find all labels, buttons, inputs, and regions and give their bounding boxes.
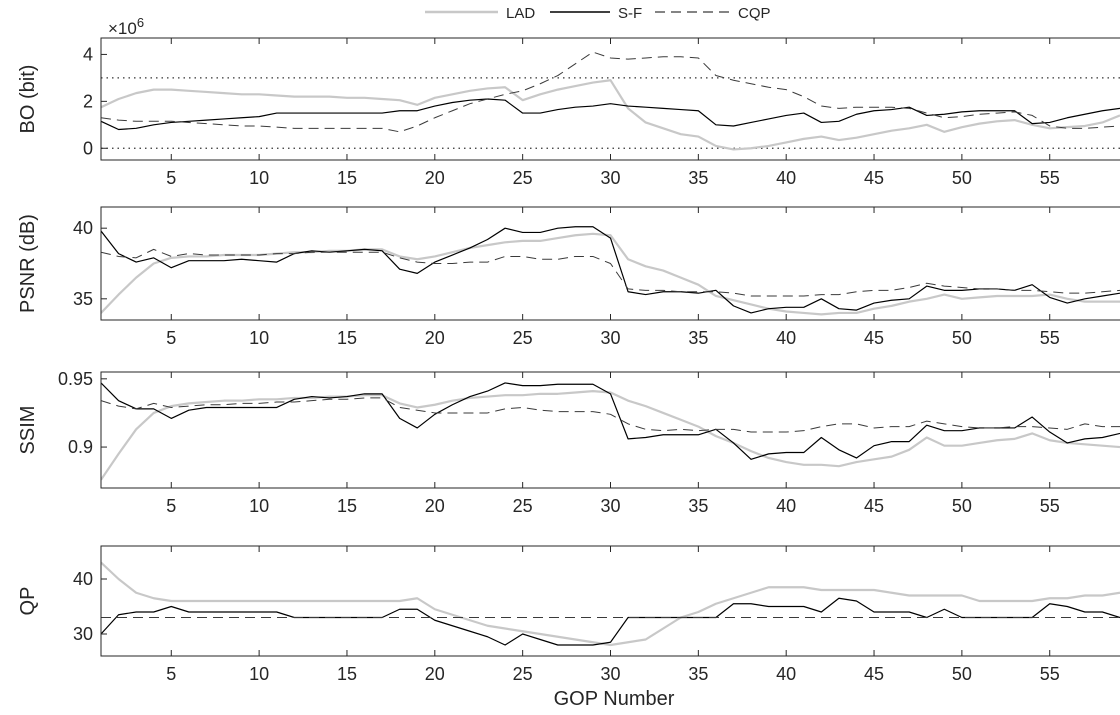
x-tick-label: 50 bbox=[952, 496, 972, 516]
series-line-cqp bbox=[101, 397, 1120, 433]
series-line-lad bbox=[101, 232, 1120, 316]
y-tick-label: 2 bbox=[83, 91, 93, 111]
x-tick-label: 15 bbox=[337, 328, 357, 348]
x-tick-label: 50 bbox=[952, 168, 972, 188]
x-tick-label: 15 bbox=[337, 496, 357, 516]
legend: LAD S-F CQP bbox=[425, 5, 771, 22]
x-tick-label: 10 bbox=[249, 328, 269, 348]
x-tick-label: 40 bbox=[776, 328, 796, 348]
y-tick-label: 40 bbox=[73, 569, 93, 589]
x-tick-label: 35 bbox=[688, 664, 708, 684]
series-line-cqp bbox=[101, 51, 1120, 133]
x-tick-label: 15 bbox=[337, 168, 357, 188]
x-tick-label: 25 bbox=[513, 664, 533, 684]
legend-item-cqp: CQP bbox=[655, 5, 771, 22]
y-axis-label: BO (bit) bbox=[17, 65, 39, 134]
x-tick-label: 45 bbox=[864, 328, 884, 348]
y-exponent-power: 6 bbox=[137, 15, 144, 30]
x-tick-label: 35 bbox=[688, 496, 708, 516]
plot-frame bbox=[100, 545, 1120, 657]
series-group bbox=[101, 561, 1120, 647]
plot-frame bbox=[100, 37, 1120, 161]
x-tick-label: 25 bbox=[513, 496, 533, 516]
panel-1: 5 10 15 20 25 30 35 40 45 50 55 0 2 4 BO (bit) ×106 bbox=[17, 15, 1120, 188]
x-tick-label: 10 bbox=[249, 664, 269, 684]
y-tick-label: 4 bbox=[83, 44, 93, 64]
y-tick-label: 35 bbox=[73, 289, 93, 309]
x-tick-label: 55 bbox=[1040, 328, 1060, 348]
plot-frame bbox=[100, 371, 1120, 489]
series-line-lad bbox=[101, 79, 1120, 151]
x-tick-label: 20 bbox=[425, 496, 445, 516]
panel-4: 5 10 15 20 25 30 35 40 45 50 55 30 40 QP GOP Number bbox=[17, 545, 1120, 710]
series-line-s-f bbox=[101, 382, 1120, 460]
x-tick-label: 25 bbox=[513, 328, 533, 348]
legend-label: CQP bbox=[738, 5, 771, 22]
series-line-s-f bbox=[101, 98, 1120, 131]
x-tick-label: 30 bbox=[600, 328, 620, 348]
panel-2: 5 10 15 20 25 30 35 40 45 50 55 35 40 PSNR (dB) bbox=[17, 206, 1120, 348]
x-tick-label: 15 bbox=[337, 664, 357, 684]
x-tick-label: 50 bbox=[952, 328, 972, 348]
x-tick-label: 55 bbox=[1040, 664, 1060, 684]
x-tick-label: 5 bbox=[166, 664, 176, 684]
plot-frame bbox=[100, 206, 1120, 321]
x-tick-label: 55 bbox=[1040, 168, 1060, 188]
x-tick-label: 45 bbox=[864, 168, 884, 188]
x-tick-label: 50 bbox=[952, 664, 972, 684]
y-exponent-label: ×106 bbox=[108, 15, 144, 38]
y-tick-label: 0.95 bbox=[58, 369, 93, 389]
series-group bbox=[101, 226, 1120, 316]
series-line-s-f bbox=[101, 597, 1120, 646]
series-line-lad bbox=[101, 561, 1120, 647]
x-tick-label: 20 bbox=[425, 328, 445, 348]
x-tick-label: 10 bbox=[249, 168, 269, 188]
panel-3: 5 10 15 20 25 30 35 40 45 50 55 0.9 0.95 SSIM bbox=[17, 369, 1120, 516]
series-group bbox=[101, 382, 1120, 481]
series-line-cqp bbox=[101, 248, 1120, 297]
x-tick-label: 25 bbox=[513, 168, 533, 188]
x-tick-label: 35 bbox=[688, 328, 708, 348]
legend-label: LAD bbox=[506, 5, 535, 22]
y-axis-label: PSNR (dB) bbox=[17, 214, 39, 313]
x-axis-label: GOP Number bbox=[554, 688, 675, 710]
x-tick-label: 40 bbox=[776, 664, 796, 684]
x-tick-label: 5 bbox=[166, 328, 176, 348]
y-tick-label: 30 bbox=[73, 624, 93, 644]
series-line-lad bbox=[101, 390, 1120, 481]
x-tick-label: 40 bbox=[776, 168, 796, 188]
x-tick-label: 40 bbox=[776, 496, 796, 516]
x-tick-label: 20 bbox=[425, 168, 445, 188]
y-tick-label: 0 bbox=[83, 138, 93, 158]
x-tick-label: 45 bbox=[864, 496, 884, 516]
x-tick-label: 30 bbox=[600, 496, 620, 516]
series-line-s-f bbox=[101, 226, 1120, 314]
x-tick-label: 55 bbox=[1040, 496, 1060, 516]
legend-label: S-F bbox=[618, 5, 642, 22]
y-axis-label: SSIM bbox=[17, 406, 39, 455]
y-tick-label: 40 bbox=[73, 218, 93, 238]
legend-item-s-f: S-F bbox=[550, 5, 642, 22]
y-axis-label: QP bbox=[17, 587, 39, 616]
x-tick-label: 20 bbox=[425, 664, 445, 684]
x-tick-label: 10 bbox=[249, 496, 269, 516]
x-tick-label: 5 bbox=[166, 168, 176, 188]
legend-item-lad: LAD bbox=[425, 5, 535, 22]
x-tick-label: 30 bbox=[600, 168, 620, 188]
x-tick-label: 30 bbox=[600, 664, 620, 684]
series-group bbox=[101, 51, 1120, 151]
x-tick-label: 35 bbox=[688, 168, 708, 188]
x-tick-label: 5 bbox=[166, 496, 176, 516]
x-tick-label: 45 bbox=[864, 664, 884, 684]
y-tick-label: 0.9 bbox=[68, 437, 93, 457]
